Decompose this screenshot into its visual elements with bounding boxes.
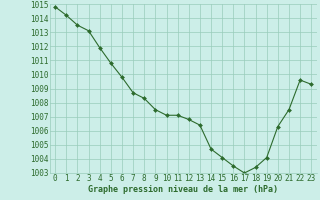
X-axis label: Graphe pression niveau de la mer (hPa): Graphe pression niveau de la mer (hPa)	[88, 185, 278, 194]
